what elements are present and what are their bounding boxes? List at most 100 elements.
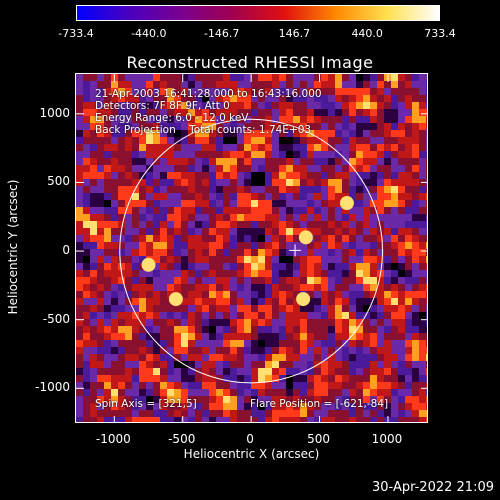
heatmap-cell <box>139 291 147 299</box>
heatmap-cell <box>104 207 112 215</box>
heatmap-cell <box>279 319 287 327</box>
heatmap-cell <box>230 193 238 201</box>
heatmap-cell <box>363 333 371 341</box>
heatmap-cell <box>321 144 329 152</box>
heatmap-cell <box>279 214 287 222</box>
heatmap-cell <box>174 109 182 117</box>
heatmap-cell <box>286 319 294 327</box>
heatmap-cell <box>279 340 287 348</box>
heatmap-cell <box>398 158 406 166</box>
heatmap-cell <box>342 284 350 292</box>
heatmap-cell <box>328 277 336 285</box>
heatmap-cell <box>391 137 399 145</box>
heatmap-cell <box>118 137 126 145</box>
heatmap-cell <box>279 256 287 264</box>
heatmap-cell <box>335 81 343 89</box>
heatmap-cell <box>349 109 357 117</box>
heatmap-cell <box>384 172 392 180</box>
heatmap-cell <box>356 291 364 299</box>
heatmap-cell <box>90 270 98 278</box>
heatmap-cell <box>286 81 294 89</box>
heatmap-cell <box>202 200 210 208</box>
heatmap-cell <box>118 74 126 82</box>
heatmap-cell <box>76 368 84 376</box>
heatmap-cell <box>419 284 427 292</box>
heatmap-cell <box>230 410 238 418</box>
heatmap-cell <box>391 333 399 341</box>
heatmap-cell <box>153 221 161 229</box>
heatmap-cell <box>314 144 322 152</box>
heatmap-cell <box>328 144 336 152</box>
heatmap-cell <box>104 291 112 299</box>
heatmap-cell <box>83 340 91 348</box>
heatmap-cell <box>328 200 336 208</box>
heatmap-cell <box>279 137 287 145</box>
heatmap-cell <box>335 256 343 264</box>
heatmap-cell <box>251 109 259 117</box>
heatmap-cell <box>363 256 371 264</box>
heatmap-cell <box>398 165 406 173</box>
heatmap-cell <box>83 116 91 124</box>
heatmap-cell <box>237 130 245 138</box>
heatmap-cell <box>146 340 154 348</box>
heatmap-cell <box>300 214 308 222</box>
heatmap-cell <box>153 95 161 103</box>
heatmap-cell <box>356 228 364 236</box>
heatmap-cell <box>97 410 105 418</box>
heatmap-cell <box>216 151 224 159</box>
heatmap-cell <box>104 172 112 180</box>
heatmap-cell <box>286 74 294 82</box>
heatmap-cell <box>188 305 196 313</box>
heatmap-cell <box>265 333 273 341</box>
heatmap-cell <box>363 326 371 334</box>
heatmap-cell <box>230 137 238 145</box>
heatmap-cell <box>370 298 378 306</box>
heatmap-cell <box>244 277 252 285</box>
heatmap-cell <box>83 95 91 103</box>
heatmap-cell <box>398 410 406 418</box>
heatmap-cell <box>188 347 196 355</box>
heatmap-cell <box>118 95 126 103</box>
heatmap-cell <box>412 144 420 152</box>
heatmap-cell <box>363 137 371 145</box>
heatmap-cell <box>258 207 266 215</box>
heatmap-cell <box>405 81 413 89</box>
heatmap-cell <box>377 389 385 397</box>
heatmap-cell <box>370 116 378 124</box>
heatmap-cell <box>146 123 154 131</box>
heatmap-cell <box>174 179 182 187</box>
heatmap-cell <box>307 207 315 215</box>
heatmap-cell <box>216 193 224 201</box>
heatmap-cell <box>188 95 196 103</box>
heatmap-cell <box>223 116 231 124</box>
heatmap-cell <box>377 305 385 313</box>
heatmap-cell <box>237 123 245 131</box>
heatmap-cell <box>335 403 343 411</box>
heatmap-cell <box>244 172 252 180</box>
heatmap-cell <box>307 109 315 117</box>
heatmap-cell <box>167 88 175 96</box>
x-tick-label: 500 <box>307 432 330 446</box>
heatmap-cell <box>349 249 357 257</box>
heatmap-cell <box>83 193 91 201</box>
heatmap-cell <box>83 144 91 152</box>
heatmap-cell <box>286 123 294 131</box>
heatmap-cell <box>111 249 119 257</box>
x-tick-label: -1000 <box>95 432 131 446</box>
heatmap-cell <box>335 326 343 334</box>
heatmap-cell <box>237 88 245 96</box>
heatmap-cell <box>237 305 245 313</box>
heatmap-cell <box>314 95 322 103</box>
heatmap-cell <box>314 193 322 201</box>
heatmap-cell <box>104 403 112 411</box>
heatmap-cell <box>139 256 147 264</box>
heatmap-cell <box>174 228 182 236</box>
heatmap-cell <box>209 375 217 383</box>
heatmap-cell <box>132 417 140 422</box>
heatmap-cell <box>111 375 119 383</box>
heatmap-cell <box>286 305 294 313</box>
heatmap-cell <box>300 144 308 152</box>
heatmap-cell <box>125 389 133 397</box>
heatmap-cell <box>258 179 266 187</box>
heatmap-cell <box>363 193 371 201</box>
